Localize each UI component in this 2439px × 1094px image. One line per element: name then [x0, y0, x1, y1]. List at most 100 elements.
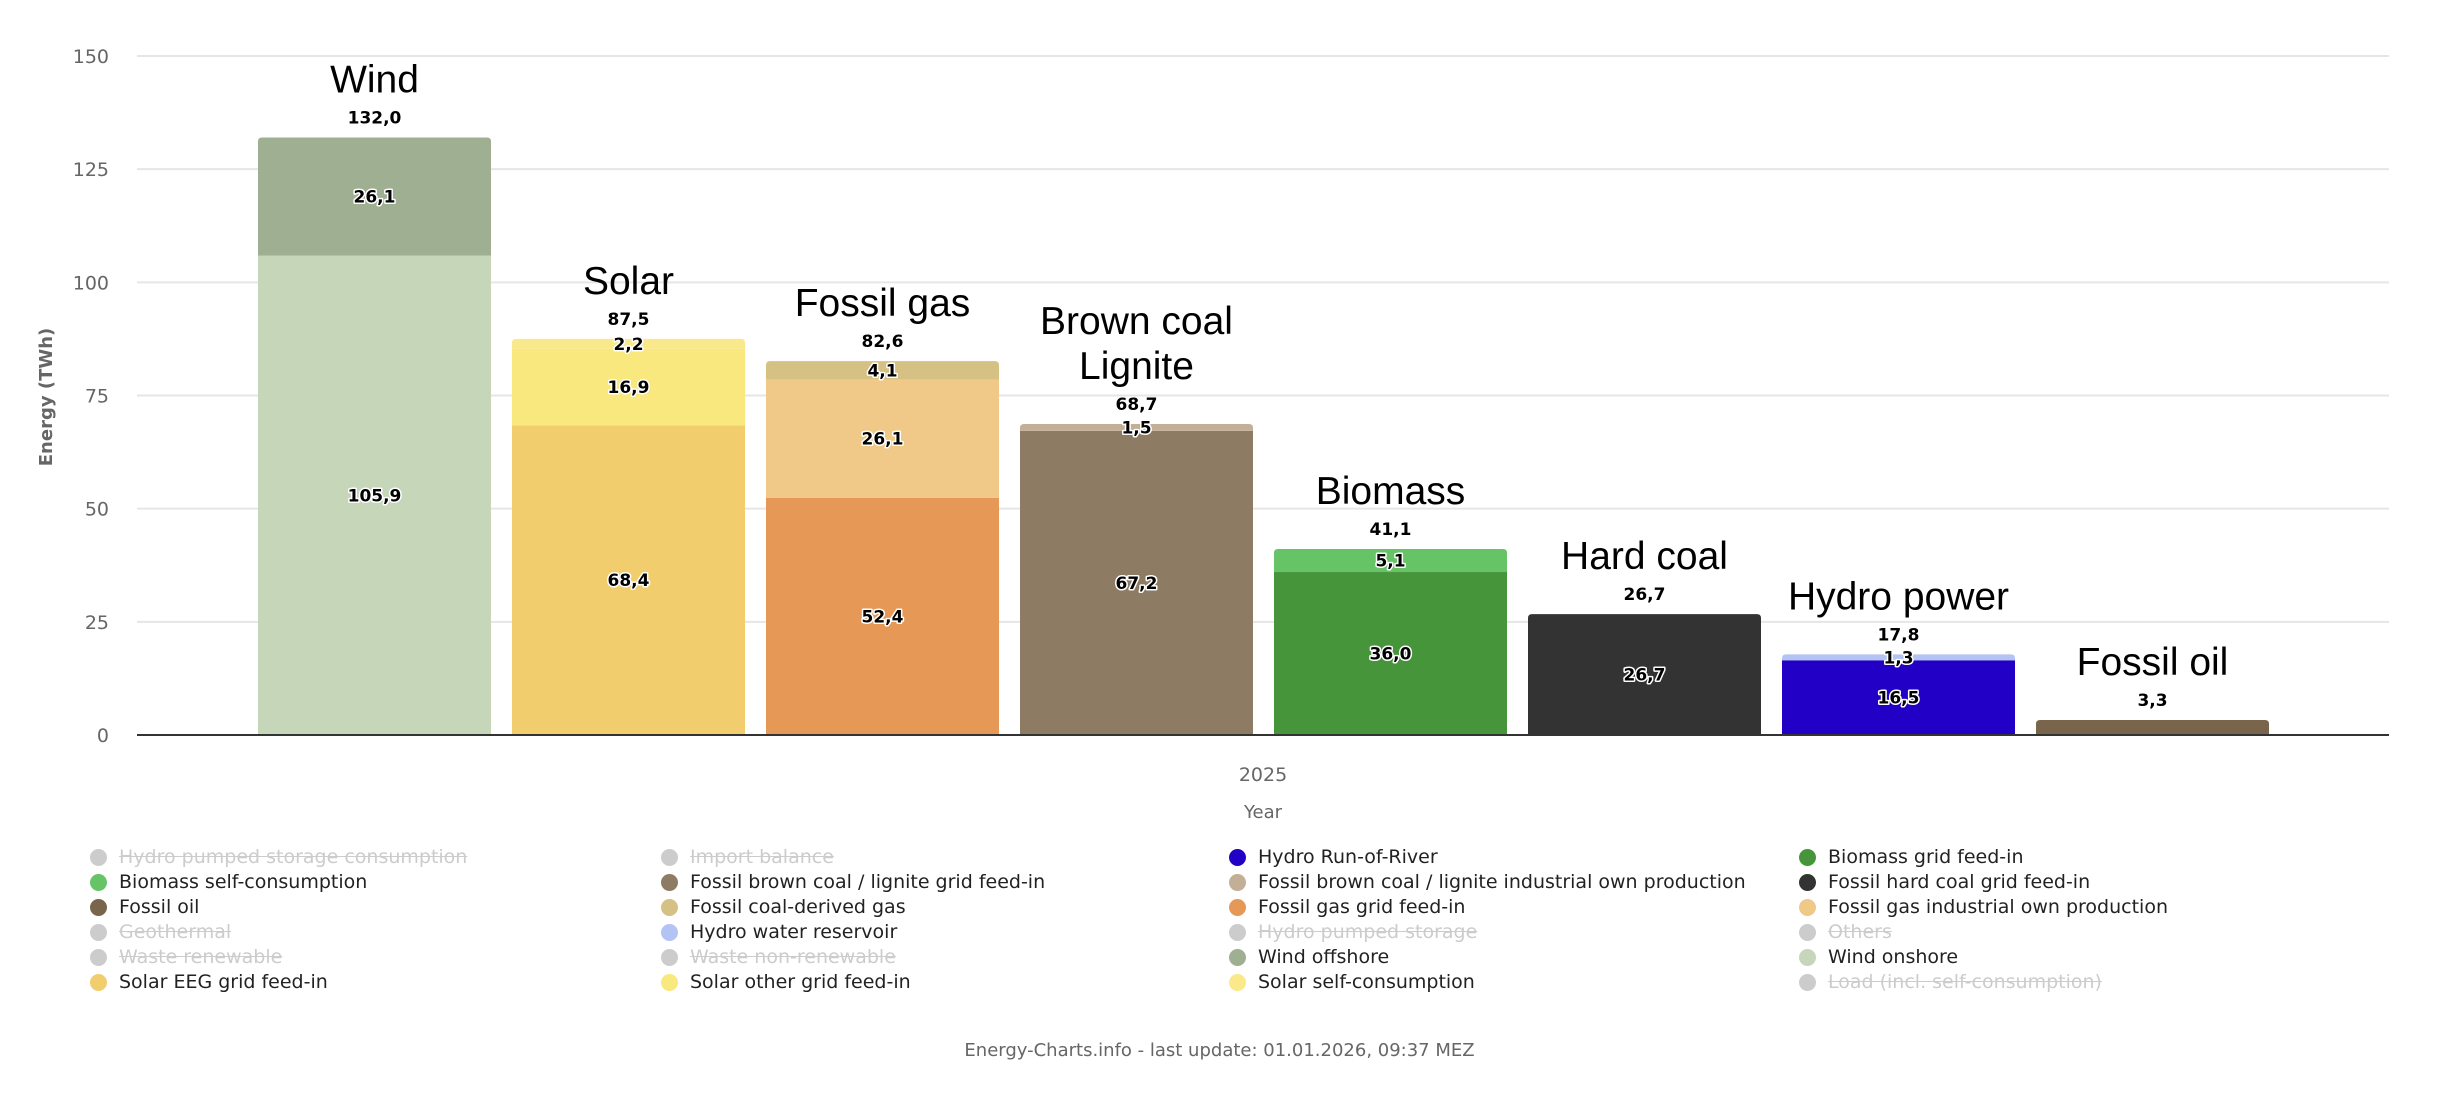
legend-label: Solar other grid feed-in [690, 971, 911, 993]
bar-segment[interactable] [766, 497, 999, 735]
bar-segment[interactable] [512, 338, 745, 349]
legend-item[interactable]: Waste non-renewable [661, 945, 1229, 969]
legend-item[interactable]: Hydro pumped storage consumption [90, 845, 661, 869]
legend-dot-icon [661, 898, 678, 916]
legend-item[interactable]: Solar self-consumption [1229, 970, 1799, 994]
y-axis-ticks: 0 25 50 75 100 125 150 [73, 46, 109, 747]
bar-segment[interactable] [1782, 660, 2015, 735]
segment-value-label: 1,5 [1121, 418, 1151, 438]
legend-item[interactable]: Fossil coal-derived gas [661, 895, 1229, 919]
segment-value-label: 68,4 [608, 571, 650, 591]
legend-label: Fossil brown coal / lignite grid feed-in [690, 871, 1046, 893]
y-tick-label: 75 [85, 386, 109, 408]
legend-label: Waste non-renewable [690, 946, 896, 968]
legend-label: Fossil oil [119, 896, 200, 918]
legend-dot-icon [1229, 973, 1246, 991]
bar-segment[interactable] [258, 255, 491, 735]
legend-dot-icon [1799, 973, 1816, 991]
legend-item[interactable]: Biomass self-consumption [90, 870, 661, 894]
bar-segment[interactable] [2036, 720, 2269, 735]
bar-segment[interactable] [766, 361, 999, 380]
y-tick-label: 0 [97, 725, 109, 747]
legend-item[interactable]: Fossil oil [90, 895, 661, 919]
bar-segment[interactable] [512, 348, 745, 426]
bar-title: Fossil oil [2077, 641, 2229, 684]
legend-label: Fossil brown coal / lignite industrial o… [1258, 871, 1746, 893]
bar-title: Fossil gas [795, 282, 971, 325]
bar-stack: 105,9 26,1 132,0 Wind [258, 58, 491, 735]
segment-value-label: 36,0 [1370, 645, 1412, 665]
bar-segment[interactable] [258, 137, 491, 256]
legend-item[interactable]: Geothermal [90, 920, 661, 944]
legend-item[interactable]: Fossil brown coal / lignite industrial o… [1229, 870, 1799, 894]
total-value-label: 17,8 [1878, 625, 1920, 645]
legend-dot-icon [1799, 948, 1816, 966]
legend-dot-icon [90, 848, 107, 866]
legend-item[interactable]: Wind offshore [1229, 945, 1799, 969]
legend-label: Wind offshore [1258, 946, 1390, 968]
bar-segment[interactable] [512, 425, 745, 735]
legend-dot-icon [90, 973, 107, 991]
legend-dot-icon [1799, 873, 1816, 891]
legend-item[interactable]: Fossil hard coal grid feed-in [1799, 870, 2379, 894]
legend-dot-icon [661, 923, 678, 941]
legend-label: Fossil gas industrial own production [1828, 896, 2169, 918]
legend-dot-icon [1229, 873, 1246, 891]
bar-title: Brown coal [1040, 300, 1233, 343]
bar-stack: 68,4 16,9 2,2 87,5 Solar [512, 260, 745, 735]
legend-label: Fossil coal-derived gas [690, 896, 906, 918]
legend-item[interactable]: Wind onshore [1799, 945, 2379, 969]
segment-value-label: 52,4 [862, 607, 904, 627]
bar-title: Solar [583, 260, 674, 303]
segment-value-label: 105,9 [348, 486, 402, 506]
bar-segment[interactable] [1782, 654, 2015, 661]
legend: Hydro pumped storage consumption Import b… [90, 845, 2390, 994]
bar-segment[interactable] [1528, 614, 1761, 735]
segment-value-label: 67,2 [1116, 574, 1158, 594]
legend-label: Load (incl. self-consumption) [1828, 971, 2102, 993]
legend-label: Others [1828, 921, 1892, 943]
segment-value-label: 16,9 [608, 378, 650, 398]
bar-segment[interactable] [1020, 424, 1253, 431]
legend-label: Solar self-consumption [1258, 971, 1475, 993]
legend-item[interactable]: Hydro pumped storage [1229, 920, 1799, 944]
segment-value-label: 16,5 [1878, 689, 1920, 709]
legend-label: Solar EEG grid feed-in [119, 971, 328, 993]
total-value-label: 26,7 [1624, 585, 1666, 605]
legend-dot-icon [661, 848, 678, 866]
legend-dot-icon [661, 873, 678, 891]
legend-item[interactable]: Hydro water reservoir [661, 920, 1229, 944]
legend-item[interactable]: Biomass grid feed-in [1799, 845, 2379, 869]
legend-item[interactable]: Hydro Run-of-River [1229, 845, 1799, 869]
legend-item[interactable]: Solar EEG grid feed-in [90, 970, 661, 994]
bar-segment[interactable] [1274, 548, 1507, 573]
segment-value-label: 5,1 [1375, 551, 1405, 571]
legend-dot-icon [1229, 923, 1246, 941]
legend-label: Fossil gas grid feed-in [1258, 896, 1466, 918]
bar-title: Biomass [1316, 470, 1466, 513]
legend-label: Wind onshore [1828, 946, 1959, 968]
bar-segment[interactable] [1020, 430, 1253, 735]
legend-item[interactable]: Import balance [661, 845, 1229, 869]
legend-item[interactable]: Waste renewable [90, 945, 661, 969]
legend-item[interactable]: Fossil gas industrial own production [1799, 895, 2379, 919]
bar-segment[interactable] [1274, 572, 1507, 735]
legend-item[interactable]: Fossil gas grid feed-in [1229, 895, 1799, 919]
total-value-label: 87,5 [608, 310, 650, 330]
bar-segment[interactable] [766, 379, 999, 498]
legend-dot-icon [661, 948, 678, 966]
legend-dot-icon [1229, 898, 1246, 916]
bar-stack: 16,5 1,3 17,8 Hydro power [1782, 575, 2015, 735]
legend-item[interactable]: Others [1799, 920, 2379, 944]
bar-stack: 52,4 26,1 4,1 82,6 Fossil gas [766, 282, 999, 735]
total-value-label: 41,1 [1370, 520, 1412, 540]
segment-value-label: 4,1 [867, 361, 897, 381]
legend-item[interactable]: Solar other grid feed-in [661, 970, 1229, 994]
legend-item[interactable]: Load (incl. self-consumption) [1799, 970, 2379, 994]
legend-item[interactable]: Fossil brown coal / lignite grid feed-in [661, 870, 1229, 894]
legend-label: Waste renewable [119, 946, 283, 968]
legend-dot-icon [1229, 848, 1246, 866]
legend-label: Import balance [690, 846, 834, 868]
